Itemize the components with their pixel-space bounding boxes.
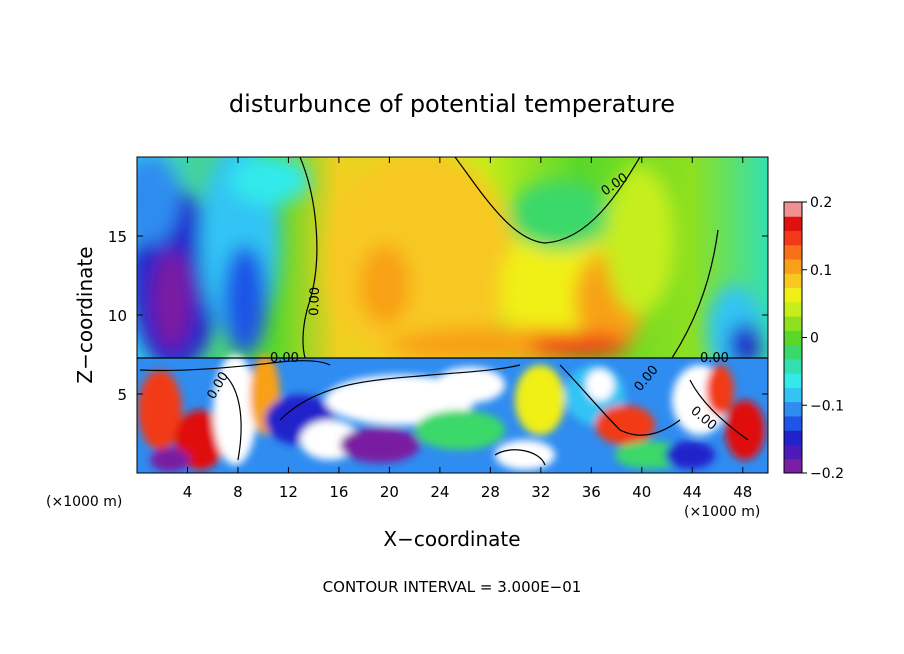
colorbar-swatch <box>784 202 802 217</box>
x-tick-label: 40 <box>632 483 651 501</box>
colorbar-swatch <box>784 244 802 260</box>
x-unit-right: (×1000 m) <box>684 504 760 520</box>
x-tick-label: 36 <box>582 483 601 501</box>
x-tick-label: 24 <box>430 483 449 501</box>
colorbar-swatch <box>784 259 802 274</box>
colorbar-ticks: −0.2 −0.1 0 0.1 0.2 <box>802 195 844 482</box>
colorbar-swatch <box>784 415 802 431</box>
colorbar-swatch <box>784 287 802 303</box>
x-axis-ticks: 4 8 12 16 20 24 28 32 36 40 44 48 <box>183 157 752 501</box>
colorbar-swatch <box>784 444 802 460</box>
colorbar-tick-label: 0 <box>810 331 819 347</box>
plot-area: 0.00 0.00 0.00 0.00 0.00 0.00 0.00 <box>137 157 768 473</box>
colorbar-swatch <box>784 387 802 403</box>
colorbar-swatch <box>784 430 802 445</box>
colorbar-swatch <box>784 216 802 232</box>
colorbar-tick-label: −0.1 <box>810 398 844 414</box>
colorbar-swatch <box>784 358 802 374</box>
colorbar-swatch <box>784 401 802 417</box>
y-axis-label: Z−coordinate <box>73 246 97 383</box>
colorbar-tick-label: 0.1 <box>810 263 832 279</box>
colorbar <box>783 201 803 474</box>
colorbar-swatch <box>784 301 802 317</box>
colorbar-swatch <box>784 373 802 388</box>
x-axis-label: X−coordinate <box>383 527 520 551</box>
colorbar-swatch <box>784 458 802 474</box>
y-tick-label: 10 <box>108 307 127 325</box>
x-tick-label: 12 <box>279 483 298 501</box>
colorbar-swatch <box>784 330 802 346</box>
colorbar-tick-label: −0.2 <box>810 466 844 482</box>
contour-label: 0.00 <box>270 351 299 366</box>
x-tick-label: 28 <box>481 483 500 501</box>
x-tick-label: 4 <box>183 483 193 501</box>
x-tick-label: 20 <box>380 483 399 501</box>
colorbar-swatch <box>784 316 802 331</box>
contour-interval-note: CONTOUR INTERVAL = 3.000E−01 <box>323 578 582 596</box>
contour-label: 0.00 <box>700 351 729 366</box>
y-axis-ticks: 5 10 15 <box>108 228 768 404</box>
y-tick-label: 5 <box>117 386 127 404</box>
x-unit-left: (×1000 m) <box>46 494 122 510</box>
x-tick-label: 8 <box>233 483 243 501</box>
x-tick-label: 32 <box>531 483 550 501</box>
contour-label: 0.00 <box>307 287 323 316</box>
colorbar-tick-label: 0.2 <box>810 195 832 211</box>
colorbar-swatch <box>784 230 802 246</box>
colorbar-swatch <box>784 344 802 360</box>
chart-title: disturbunce of potential temperature <box>229 90 675 118</box>
colorbar-swatch <box>784 273 802 289</box>
x-tick-label: 16 <box>329 483 348 501</box>
y-tick-label: 15 <box>108 228 127 246</box>
x-tick-label: 48 <box>733 483 752 501</box>
x-tick-label: 44 <box>683 483 702 501</box>
